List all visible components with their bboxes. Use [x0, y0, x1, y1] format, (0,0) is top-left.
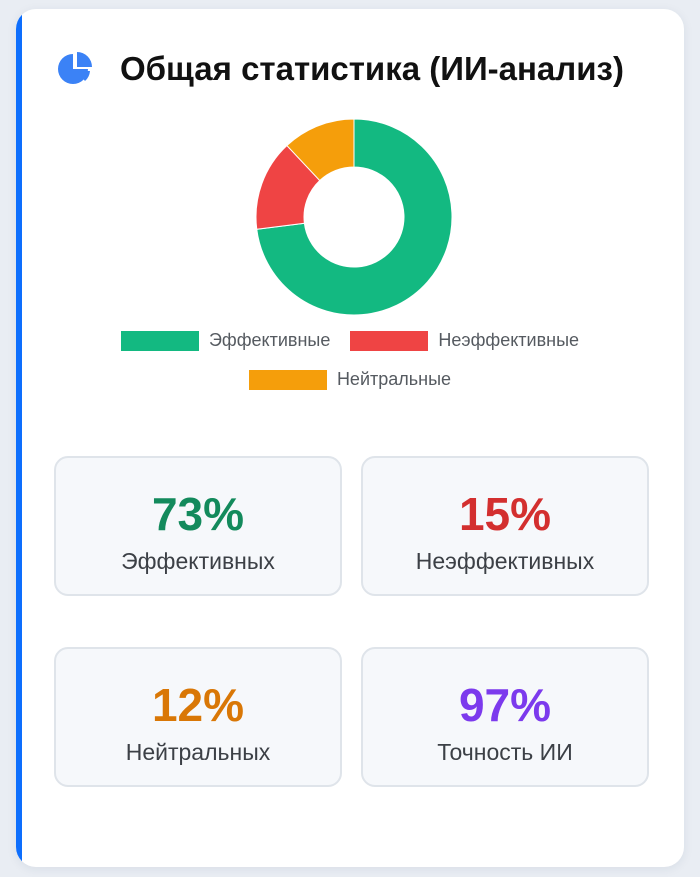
donut-slice-effective[interactable]	[256, 118, 453, 316]
legend-swatch-neutral	[248, 369, 327, 390]
legend-label-effective: Эффективные	[208, 330, 331, 350]
stat-label-effective: Эффективных	[121, 548, 275, 574]
stat-value-neutral: 12%	[151, 679, 245, 731]
legend-label-ineffective: Неэффективные	[438, 330, 580, 350]
stat-label-accuracy: Точность ИИ	[437, 739, 573, 765]
pie-chart-icon	[58, 52, 92, 84]
stat-card-accuracy: 97% Точность ИИ	[361, 647, 649, 787]
stat-card-neutral: 12% Нейтральных	[54, 647, 342, 787]
statistics-card: Общая статистика (ИИ-анализ) Эффективные…	[16, 9, 684, 867]
chart-legend-row-2: Нейтральные	[16, 369, 684, 390]
page-title: Общая статистика (ИИ-анализ)	[120, 50, 624, 87]
donut-chart	[255, 118, 453, 316]
card-header: Общая статистика (ИИ-анализ)	[56, 41, 624, 97]
stat-value-effective: 73%	[151, 488, 245, 540]
chart-legend-row-1: Эффективные Неэффективные	[16, 330, 684, 351]
legend-swatch-ineffective	[350, 330, 429, 351]
legend-item-neutral[interactable]: Нейтральные	[248, 369, 452, 390]
donut-slice-neutral[interactable]	[286, 118, 355, 182]
stat-label-neutral: Нейтральных	[125, 739, 271, 765]
legend-swatch-effective	[120, 330, 199, 351]
stat-value-ineffective: 15%	[458, 488, 552, 540]
stat-card-effective: 73% Эффективных	[54, 456, 342, 596]
stat-card-ineffective: 15% Неэффективных	[361, 456, 649, 596]
legend-item-ineffective[interactable]: Неэффективные	[350, 330, 579, 351]
legend-item-effective[interactable]: Эффективные	[120, 330, 331, 351]
stat-value-accuracy: 97%	[458, 679, 552, 731]
stat-label-ineffective: Неэффективных	[415, 548, 595, 574]
card-accent-bar	[16, 9, 22, 867]
legend-label-neutral: Нейтральные	[336, 369, 452, 389]
